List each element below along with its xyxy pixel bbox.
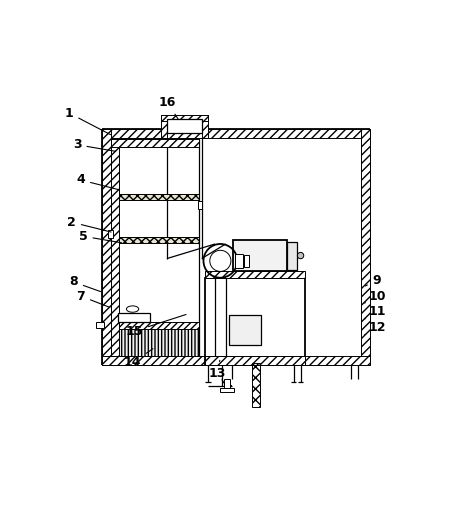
Text: 12: 12 [365, 321, 386, 335]
Bar [161, 115, 167, 138]
Bar [252, 363, 260, 407]
Bar [167, 120, 202, 133]
Bar [103, 129, 111, 365]
Text: 16: 16 [159, 96, 178, 120]
Text: 3: 3 [73, 138, 116, 151]
Bar [96, 322, 104, 328]
Bar [205, 271, 305, 278]
Bar [205, 278, 305, 365]
Bar [244, 255, 249, 267]
Bar [202, 115, 208, 138]
Text: 10: 10 [365, 289, 386, 303]
Text: 1: 1 [64, 106, 111, 135]
Text: 14: 14 [123, 349, 153, 369]
Text: 15: 15 [125, 315, 186, 338]
Bar [111, 140, 119, 356]
Text: 4: 4 [76, 173, 119, 190]
Bar [198, 201, 202, 209]
Text: 13: 13 [208, 360, 226, 380]
Text: 7: 7 [76, 289, 110, 307]
Ellipse shape [126, 306, 139, 312]
Text: 5: 5 [79, 230, 122, 243]
Bar [103, 356, 370, 365]
Bar [111, 329, 199, 356]
Bar [111, 323, 199, 329]
Bar [119, 237, 199, 243]
Text: 8: 8 [69, 276, 101, 291]
Bar [118, 313, 150, 323]
Bar [220, 387, 234, 392]
Bar [236, 254, 243, 268]
Circle shape [297, 252, 304, 259]
Bar [229, 315, 261, 345]
Bar [111, 140, 199, 147]
Bar [361, 129, 370, 365]
Bar [161, 115, 208, 121]
Text: 11: 11 [365, 305, 386, 319]
Bar [205, 356, 305, 365]
Bar [109, 230, 113, 238]
Bar [287, 241, 297, 270]
Bar [103, 129, 370, 138]
Text: 2: 2 [67, 216, 111, 232]
Bar [223, 379, 230, 387]
Text: 9: 9 [365, 274, 381, 287]
Bar [119, 194, 199, 200]
Bar [233, 240, 287, 271]
